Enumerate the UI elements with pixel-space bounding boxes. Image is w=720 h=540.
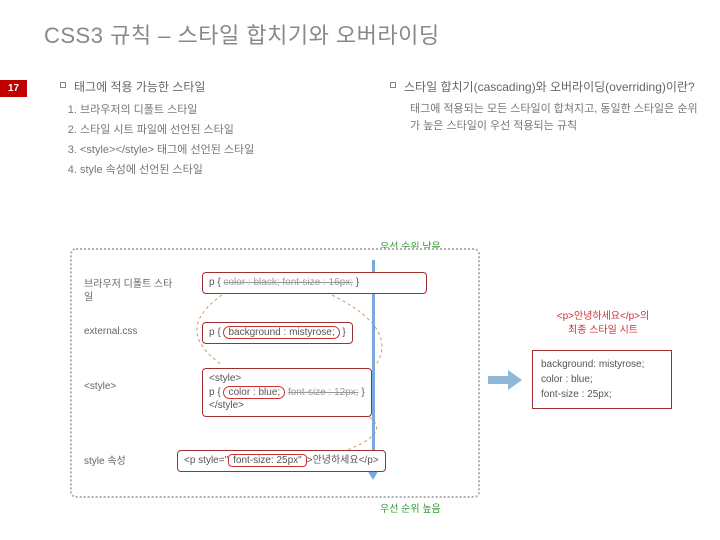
right-column: 스타일 합치기(cascading)와 오버라이딩(overriding)이란?…: [390, 78, 700, 181]
result-box: background: mistyrose; color : blue; fon…: [532, 350, 672, 409]
code-chip: p { background : mistyrose; }: [202, 322, 353, 344]
priority-high-label: 우선 순위 높음: [380, 500, 441, 515]
result-line: font-size : 25px;: [541, 387, 663, 402]
result-line: background: mistyrose;: [541, 357, 663, 372]
code-chip: p { color : black; font-size : 16px; }: [202, 272, 427, 294]
slide-title: CSS3 규칙 – 스타일 합치기와 오버라이딩: [0, 0, 720, 58]
left-numbered-list: 브라우저의 디폴트 스타일 스타일 시트 파일에 선언된 스타일 <style>…: [80, 101, 370, 177]
cascade-diagram: 우선 순위 낮음 브라우저 디폴트 스타일 p { color : black;…: [60, 240, 680, 520]
code-chip: <style>p { color : blue; font-size : 12p…: [202, 368, 372, 417]
right-heading: 스타일 합치기(cascading)와 오버라이딩(overriding)이란?: [404, 78, 695, 95]
row-label: external.css: [84, 325, 179, 338]
two-column-body: 태그에 적용 가능한 스타일 브라우저의 디폴트 스타일 스타일 시트 파일에 …: [0, 58, 720, 181]
left-column: 태그에 적용 가능한 스타일 브라우저의 디폴트 스타일 스타일 시트 파일에 …: [60, 78, 370, 181]
square-bullet-icon: [60, 82, 66, 88]
row-label: <style>: [84, 380, 179, 393]
list-item: <style></style> 태그에 선언된 스타일: [80, 141, 370, 157]
left-heading: 태그에 적용 가능한 스타일: [74, 78, 205, 95]
square-bullet-icon: [390, 82, 396, 88]
list-item: 스타일 시트 파일에 선언된 스타일: [80, 121, 370, 137]
result-line: color : blue;: [541, 372, 663, 387]
cascade-dotted-box: 브라우저 디폴트 스타일 p { color : black; font-siz…: [70, 248, 480, 498]
list-item: 브라우저의 디폴트 스타일: [80, 101, 370, 117]
result-arrow-icon: [488, 370, 522, 390]
right-sub-text: 태그에 적용되는 모든 스타일이 합쳐지고, 동일한 스타일은 순위가 높은 스…: [410, 101, 700, 134]
page-number-badge: 17: [0, 80, 27, 97]
list-item: style 속성에 선언된 스타일: [80, 161, 370, 177]
row-label: 브라우저 디폴트 스타일: [84, 278, 179, 304]
code-chip: <p style="font-size: 25px">안녕하세요</p>: [177, 450, 386, 472]
result-caption: <p>안녕하세요</p>의최종 스타일 시트: [538, 310, 668, 338]
row-label: style 속성: [84, 455, 179, 468]
